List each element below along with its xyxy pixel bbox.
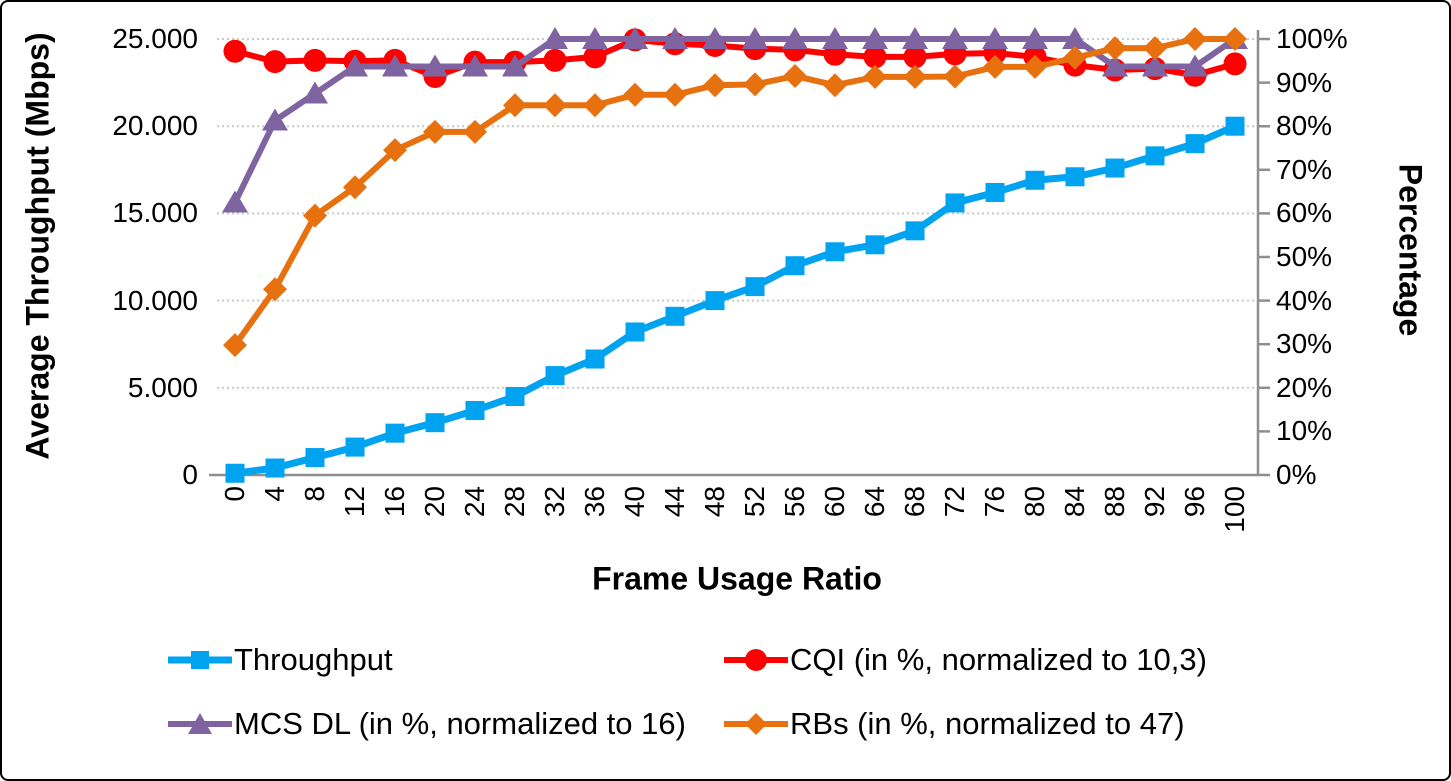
series-mcs-dl <box>222 27 1248 213</box>
x-tick-label: 92 <box>1139 486 1170 518</box>
x-tick-label: 88 <box>1099 486 1130 518</box>
x-tick-label: 96 <box>1179 486 1210 518</box>
x-tick-label: 72 <box>939 486 970 518</box>
y-right-tick-label: 100% <box>1276 23 1348 54</box>
y-right-tick-label: 60% <box>1276 197 1333 229</box>
y-right-tick-label: 50% <box>1276 241 1333 272</box>
y-left-tick-label: 0 <box>182 459 198 490</box>
legend-label: Throughput <box>234 642 393 677</box>
y-right-tick-label: 40% <box>1276 284 1333 316</box>
y-right-tick-label: 20% <box>1276 371 1333 403</box>
x-tick-label: 20 <box>419 486 450 518</box>
y-left-tick-label: 15.000 <box>112 197 198 229</box>
legend-item-rbs: RBs (in %, normalized to 47) <box>724 702 1185 746</box>
x-tick-label: 28 <box>499 486 530 518</box>
x-tick-label: 12 <box>339 486 370 518</box>
x-tick-label: 68 <box>899 486 930 518</box>
y-left-tick-label: 25.000 <box>112 23 198 54</box>
legend-marker-circle-icon <box>724 638 788 682</box>
y-left-tick-label: 10.000 <box>112 284 198 316</box>
x-tick-label: 40 <box>619 486 650 518</box>
y-right-tick-label: 90% <box>1276 66 1333 98</box>
y-left-tick-label: 20.000 <box>112 110 198 142</box>
x-tick-label: 84 <box>1059 486 1090 518</box>
x-tick-label: 36 <box>579 486 610 518</box>
series-throughput <box>225 116 1245 483</box>
x-tick-label: 44 <box>659 486 690 518</box>
legend-marker-diamond-icon <box>724 702 788 746</box>
series-line-throughput <box>231 122 1239 477</box>
y-right-tick-label: 30% <box>1276 328 1333 360</box>
x-axis-title: Frame Usage Ratio <box>592 560 882 597</box>
legend-marker-square-icon <box>168 638 232 682</box>
y-right-axis-title: Percentage <box>1392 163 1429 337</box>
x-tick-label: 48 <box>699 486 730 518</box>
y-left-axis-title: Average Throughput (Mbps) <box>19 32 56 460</box>
y-right-tick-label: 10% <box>1276 415 1333 447</box>
x-tick-label: 100 <box>1219 486 1250 533</box>
x-tick-label: 80 <box>1019 486 1050 518</box>
x-tick-label: 4 <box>259 486 290 502</box>
x-tick-label: 76 <box>979 486 1010 518</box>
legend-label: RBs (in %, normalized to 47) <box>790 706 1185 741</box>
y-right-tick-label: 70% <box>1276 153 1333 185</box>
series-rbs <box>223 27 1247 358</box>
x-tick-label: 32 <box>539 486 570 518</box>
legend-marker-triangle-icon <box>168 702 232 746</box>
x-tick-label: 64 <box>859 486 890 518</box>
x-tick-label: 24 <box>459 486 490 518</box>
legend-label: MCS DL (in %, normalized to 16) <box>234 706 686 741</box>
x-tick-label: 56 <box>779 486 810 518</box>
y-right-tick-label: 0% <box>1276 459 1317 490</box>
series-line-rbs <box>232 36 1238 349</box>
legend-item-throughput: Throughput <box>168 638 393 682</box>
y-left-tick-label: 5.000 <box>127 371 198 403</box>
x-tick-label: 16 <box>379 486 410 518</box>
legend-item-mcs-dl: MCS DL (in %, normalized to 16) <box>168 702 686 746</box>
legend-label: CQI (in %, normalized to 10,3) <box>790 642 1207 677</box>
x-tick-label: 52 <box>739 486 770 518</box>
x-tick-label: 60 <box>819 486 850 518</box>
x-tick-label: 0 <box>219 486 250 502</box>
y-right-tick-label: 80% <box>1276 110 1333 142</box>
x-tick-label: 8 <box>299 486 330 502</box>
legend-item-cqi: CQI (in %, normalized to 10,3) <box>724 638 1207 682</box>
